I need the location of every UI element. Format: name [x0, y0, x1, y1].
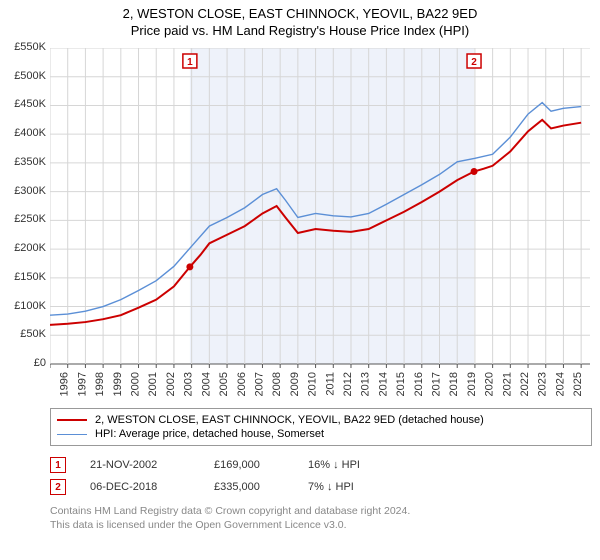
attrib-line1: Contains HM Land Registry data © Crown c… — [50, 504, 590, 518]
svg-text:2024: 2024 — [554, 372, 566, 396]
svg-text:2004: 2004 — [200, 372, 212, 396]
svg-text:2007: 2007 — [253, 372, 265, 396]
sale-date: 06-DEC-2018 — [90, 481, 190, 493]
svg-text:2020: 2020 — [484, 372, 496, 396]
sale-marker: 1 — [50, 457, 66, 473]
sales-table: 1 21-NOV-2002 £169,000 16% ↓ HPI 2 06-DEC-201… — [50, 454, 590, 498]
svg-text:1999: 1999 — [112, 372, 124, 396]
svg-text:2011: 2011 — [324, 372, 336, 396]
svg-text:1: 1 — [187, 57, 193, 68]
svg-text:1995: 1995 — [50, 372, 53, 396]
svg-text:2014: 2014 — [377, 372, 389, 396]
y-tick-label: £350K — [0, 156, 46, 168]
svg-text:2022: 2022 — [519, 372, 531, 396]
y-tick-label: £400K — [0, 127, 46, 139]
sale-date: 21-NOV-2002 — [90, 459, 190, 471]
y-tick-label: £450K — [0, 98, 46, 110]
y-tick-label: £100K — [0, 300, 46, 312]
svg-text:1997: 1997 — [76, 372, 88, 396]
legend-label: 2, WESTON CLOSE, EAST CHINNOCK, YEOVIL, … — [95, 414, 484, 426]
legend-label: HPI: Average price, detached house, Some… — [95, 428, 324, 440]
svg-text:2018: 2018 — [448, 372, 460, 396]
sale-hpi-delta: 7% ↓ HPI — [308, 481, 388, 493]
y-tick-label: £0 — [0, 357, 46, 369]
y-tick-label: £550K — [0, 41, 46, 53]
svg-text:2015: 2015 — [395, 372, 407, 396]
attrib-line2: This data is licensed under the Open Gov… — [50, 518, 590, 532]
svg-text:1998: 1998 — [94, 372, 106, 396]
legend-item: HPI: Average price, detached house, Some… — [57, 427, 585, 441]
svg-text:2023: 2023 — [537, 372, 549, 396]
y-tick-label: £150K — [0, 271, 46, 283]
svg-text:2006: 2006 — [236, 372, 248, 396]
sale-marker: 2 — [50, 479, 66, 495]
svg-text:2000: 2000 — [130, 372, 142, 396]
sale-price: £335,000 — [214, 481, 284, 493]
svg-text:2019: 2019 — [466, 372, 478, 396]
svg-text:2016: 2016 — [413, 372, 425, 396]
svg-text:2008: 2008 — [271, 372, 283, 396]
svg-text:2013: 2013 — [360, 372, 372, 396]
sale-hpi-delta: 16% ↓ HPI — [308, 459, 388, 471]
y-tick-label: £300K — [0, 185, 46, 197]
svg-text:2001: 2001 — [147, 372, 159, 396]
y-tick-label: £250K — [0, 213, 46, 225]
svg-text:2002: 2002 — [165, 372, 177, 396]
svg-text:1996: 1996 — [59, 372, 71, 396]
sale-price: £169,000 — [214, 459, 284, 471]
legend-swatch — [57, 419, 87, 421]
y-tick-label: £50K — [0, 328, 46, 340]
sales-row: 2 06-DEC-2018 £335,000 7% ↓ HPI — [50, 476, 590, 498]
svg-text:2: 2 — [471, 57, 477, 68]
svg-text:2012: 2012 — [342, 372, 354, 396]
price-chart: 1995 1996 1997 1998 1999 2000 2001 2002 2003 2004… — [50, 48, 590, 398]
legend-swatch — [57, 434, 87, 435]
sales-row: 1 21-NOV-2002 £169,000 16% ↓ HPI — [50, 454, 590, 476]
svg-text:2005: 2005 — [218, 372, 230, 396]
attribution: Contains HM Land Registry data © Crown c… — [50, 504, 590, 532]
svg-text:2017: 2017 — [431, 372, 443, 396]
legend: 2, WESTON CLOSE, EAST CHINNOCK, YEOVIL, … — [50, 408, 592, 446]
chart-title-address: 2, WESTON CLOSE, EAST CHINNOCK, YEOVIL, … — [0, 6, 600, 21]
legend-item: 2, WESTON CLOSE, EAST CHINNOCK, YEOVIL, … — [57, 413, 585, 427]
y-tick-label: £200K — [0, 242, 46, 254]
y-tick-label: £500K — [0, 70, 46, 82]
svg-text:2003: 2003 — [183, 372, 195, 396]
svg-text:2010: 2010 — [307, 372, 319, 396]
svg-text:2009: 2009 — [289, 372, 301, 396]
svg-text:2025: 2025 — [572, 372, 584, 396]
svg-text:2021: 2021 — [501, 372, 513, 396]
chart-title-sub: Price paid vs. HM Land Registry's House … — [0, 23, 600, 38]
